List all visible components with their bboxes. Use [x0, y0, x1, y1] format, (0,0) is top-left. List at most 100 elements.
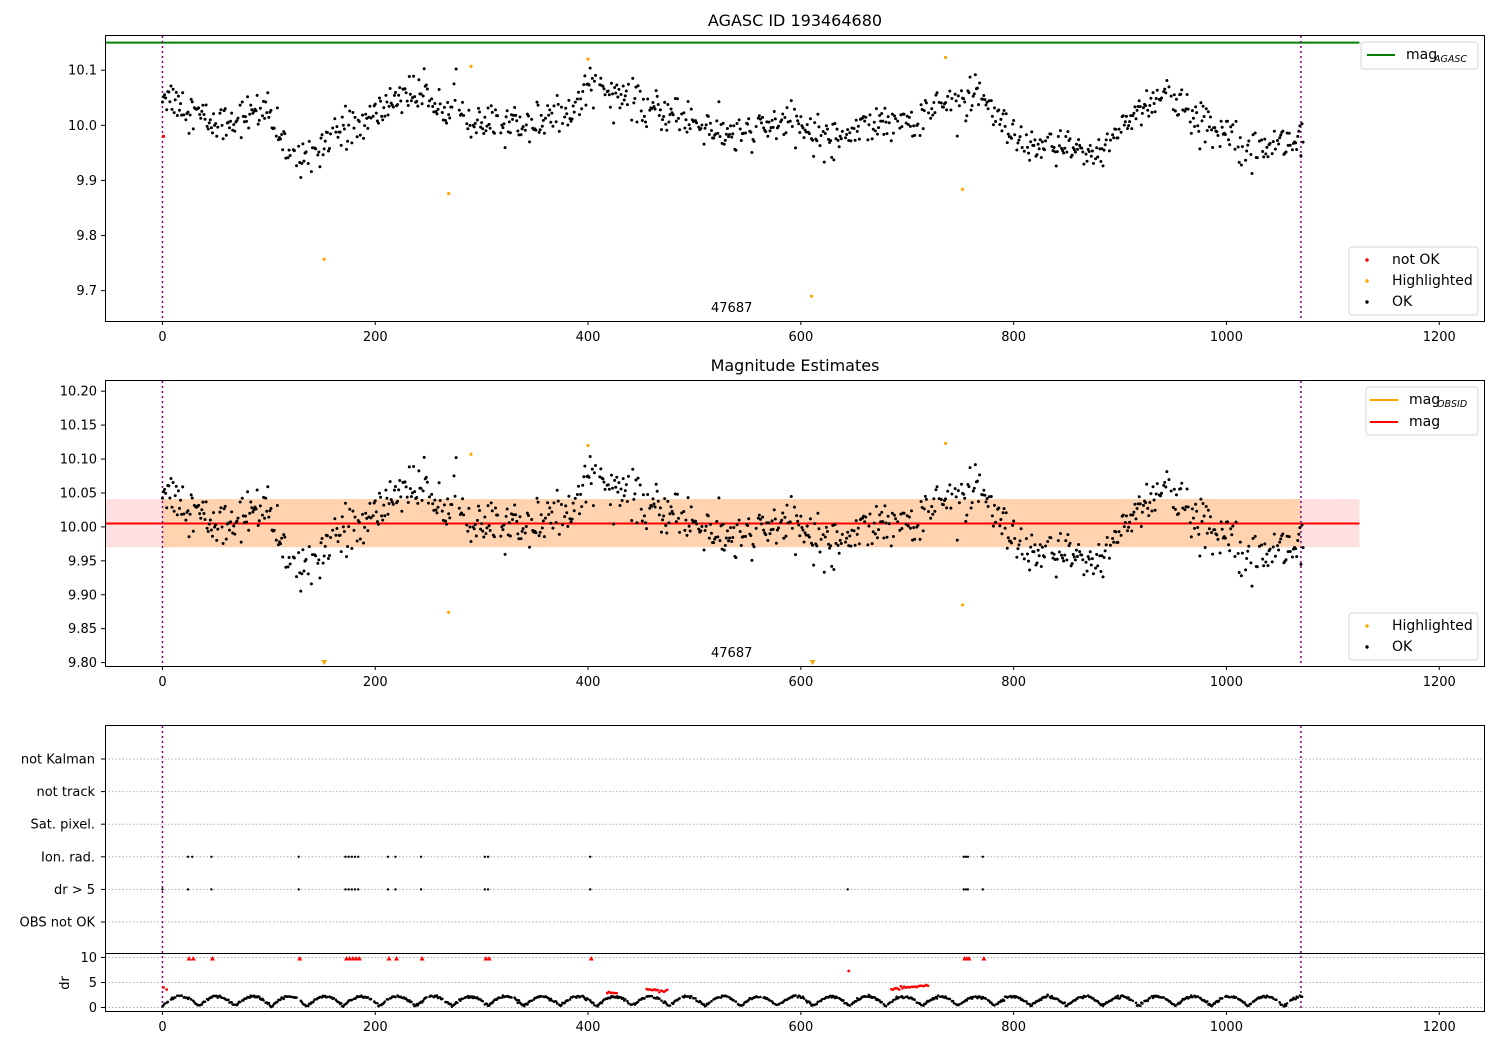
dr-ok-point: [778, 1002, 781, 1005]
ok-point: [825, 530, 829, 534]
ok-point: [611, 486, 615, 490]
dr-ok-point: [1148, 996, 1152, 1000]
ok-point: [896, 520, 900, 524]
ok-point: [478, 110, 482, 114]
ok-point: [1013, 537, 1017, 541]
dr-ok-point: [176, 994, 179, 997]
ok-point: [346, 139, 350, 143]
ok-point: [292, 149, 296, 153]
ok-point: [965, 114, 969, 118]
ok-point: [175, 114, 179, 118]
ok-point: [725, 126, 729, 130]
ok-point: [954, 495, 958, 499]
ok-point: [547, 512, 551, 516]
ok-point: [579, 97, 583, 101]
ok-point: [365, 516, 369, 520]
ok-point: [425, 480, 429, 484]
dr-ok-point: [1296, 996, 1300, 999]
dr-ok-point: [694, 997, 697, 1000]
dr-ok-point: [884, 1004, 888, 1008]
ok-point: [1150, 509, 1154, 513]
ok-point: [802, 540, 806, 544]
flag-point: [347, 888, 350, 891]
ok-point: [906, 123, 910, 127]
ok-point: [1148, 104, 1152, 108]
ok-point: [834, 137, 838, 141]
ok-point: [731, 132, 735, 136]
ok-point: [1046, 135, 1050, 139]
dr-ok-point: [1271, 997, 1275, 1000]
ok-point: [563, 515, 567, 519]
flag-point: [981, 855, 984, 858]
ok-point: [964, 519, 968, 523]
ok-point: [554, 120, 558, 124]
ok-point: [879, 119, 883, 123]
ok-point: [1070, 153, 1074, 157]
dr-ok-point: [516, 1001, 520, 1005]
ok-point: [339, 550, 343, 554]
ok-point: [1146, 108, 1150, 112]
ok-point: [512, 513, 516, 517]
ok-point: [230, 510, 234, 514]
ok-point: [167, 484, 171, 488]
dr-ok-point: [626, 999, 629, 1003]
ok-point: [1123, 521, 1127, 525]
ok-point: [1028, 568, 1032, 572]
ok-point: [722, 142, 726, 146]
flag-point: [386, 855, 390, 858]
ok-point: [283, 535, 287, 539]
dr-ok-point: [1191, 995, 1194, 999]
ok-point: [408, 92, 412, 96]
ok-point: [650, 504, 654, 508]
ok-point: [997, 108, 1001, 112]
ok-point: [399, 99, 403, 103]
ok-point: [771, 125, 775, 129]
flag-point: [191, 855, 194, 858]
dr-ok-point: [1040, 998, 1043, 1001]
ok-point: [1229, 125, 1233, 129]
ok-point: [505, 109, 509, 113]
ok-point: [1234, 119, 1238, 123]
ok-point: [601, 84, 605, 88]
ok-point: [1150, 110, 1154, 114]
ok-point: [805, 123, 809, 127]
ok-point: [978, 473, 982, 477]
ok-point: [1060, 146, 1064, 150]
ok-point: [811, 543, 815, 547]
legend-marker-ok: [1365, 300, 1369, 304]
ok-point: [386, 512, 390, 516]
ok-point: [484, 129, 488, 133]
ok-point: [739, 138, 743, 142]
ok-point: [1190, 507, 1194, 511]
ok-point: [1202, 114, 1206, 118]
ok-point: [1098, 554, 1102, 558]
ok-point: [1088, 143, 1092, 147]
ok-point: [599, 467, 603, 471]
ok-point: [908, 526, 912, 530]
ok-point: [732, 124, 736, 128]
ok-point: [292, 556, 296, 560]
ok-point: [415, 99, 419, 103]
ok-point: [759, 522, 763, 526]
ok-point: [274, 538, 278, 542]
dr-ok-point: [689, 994, 693, 998]
ok-point: [617, 87, 621, 91]
ok-point: [945, 108, 949, 112]
ok-point: [723, 138, 727, 142]
ok-point: [1147, 114, 1151, 118]
ok-point: [768, 532, 772, 536]
ok-point: [825, 127, 829, 131]
ok-point: [1139, 524, 1143, 528]
ok-point: [608, 105, 612, 109]
dr-ytick-label: 0: [89, 1001, 97, 1016]
dr-ok-point: [775, 1003, 778, 1007]
ok-point: [906, 524, 910, 528]
dr-not-ok-marker: [483, 956, 489, 961]
ok-point: [746, 122, 750, 126]
dr-ok-point: [200, 1003, 204, 1006]
ok-point: [173, 98, 177, 102]
ok-point: [319, 136, 323, 140]
ok-point: [202, 512, 206, 516]
ok-point: [764, 533, 768, 537]
ok-point: [310, 146, 314, 150]
